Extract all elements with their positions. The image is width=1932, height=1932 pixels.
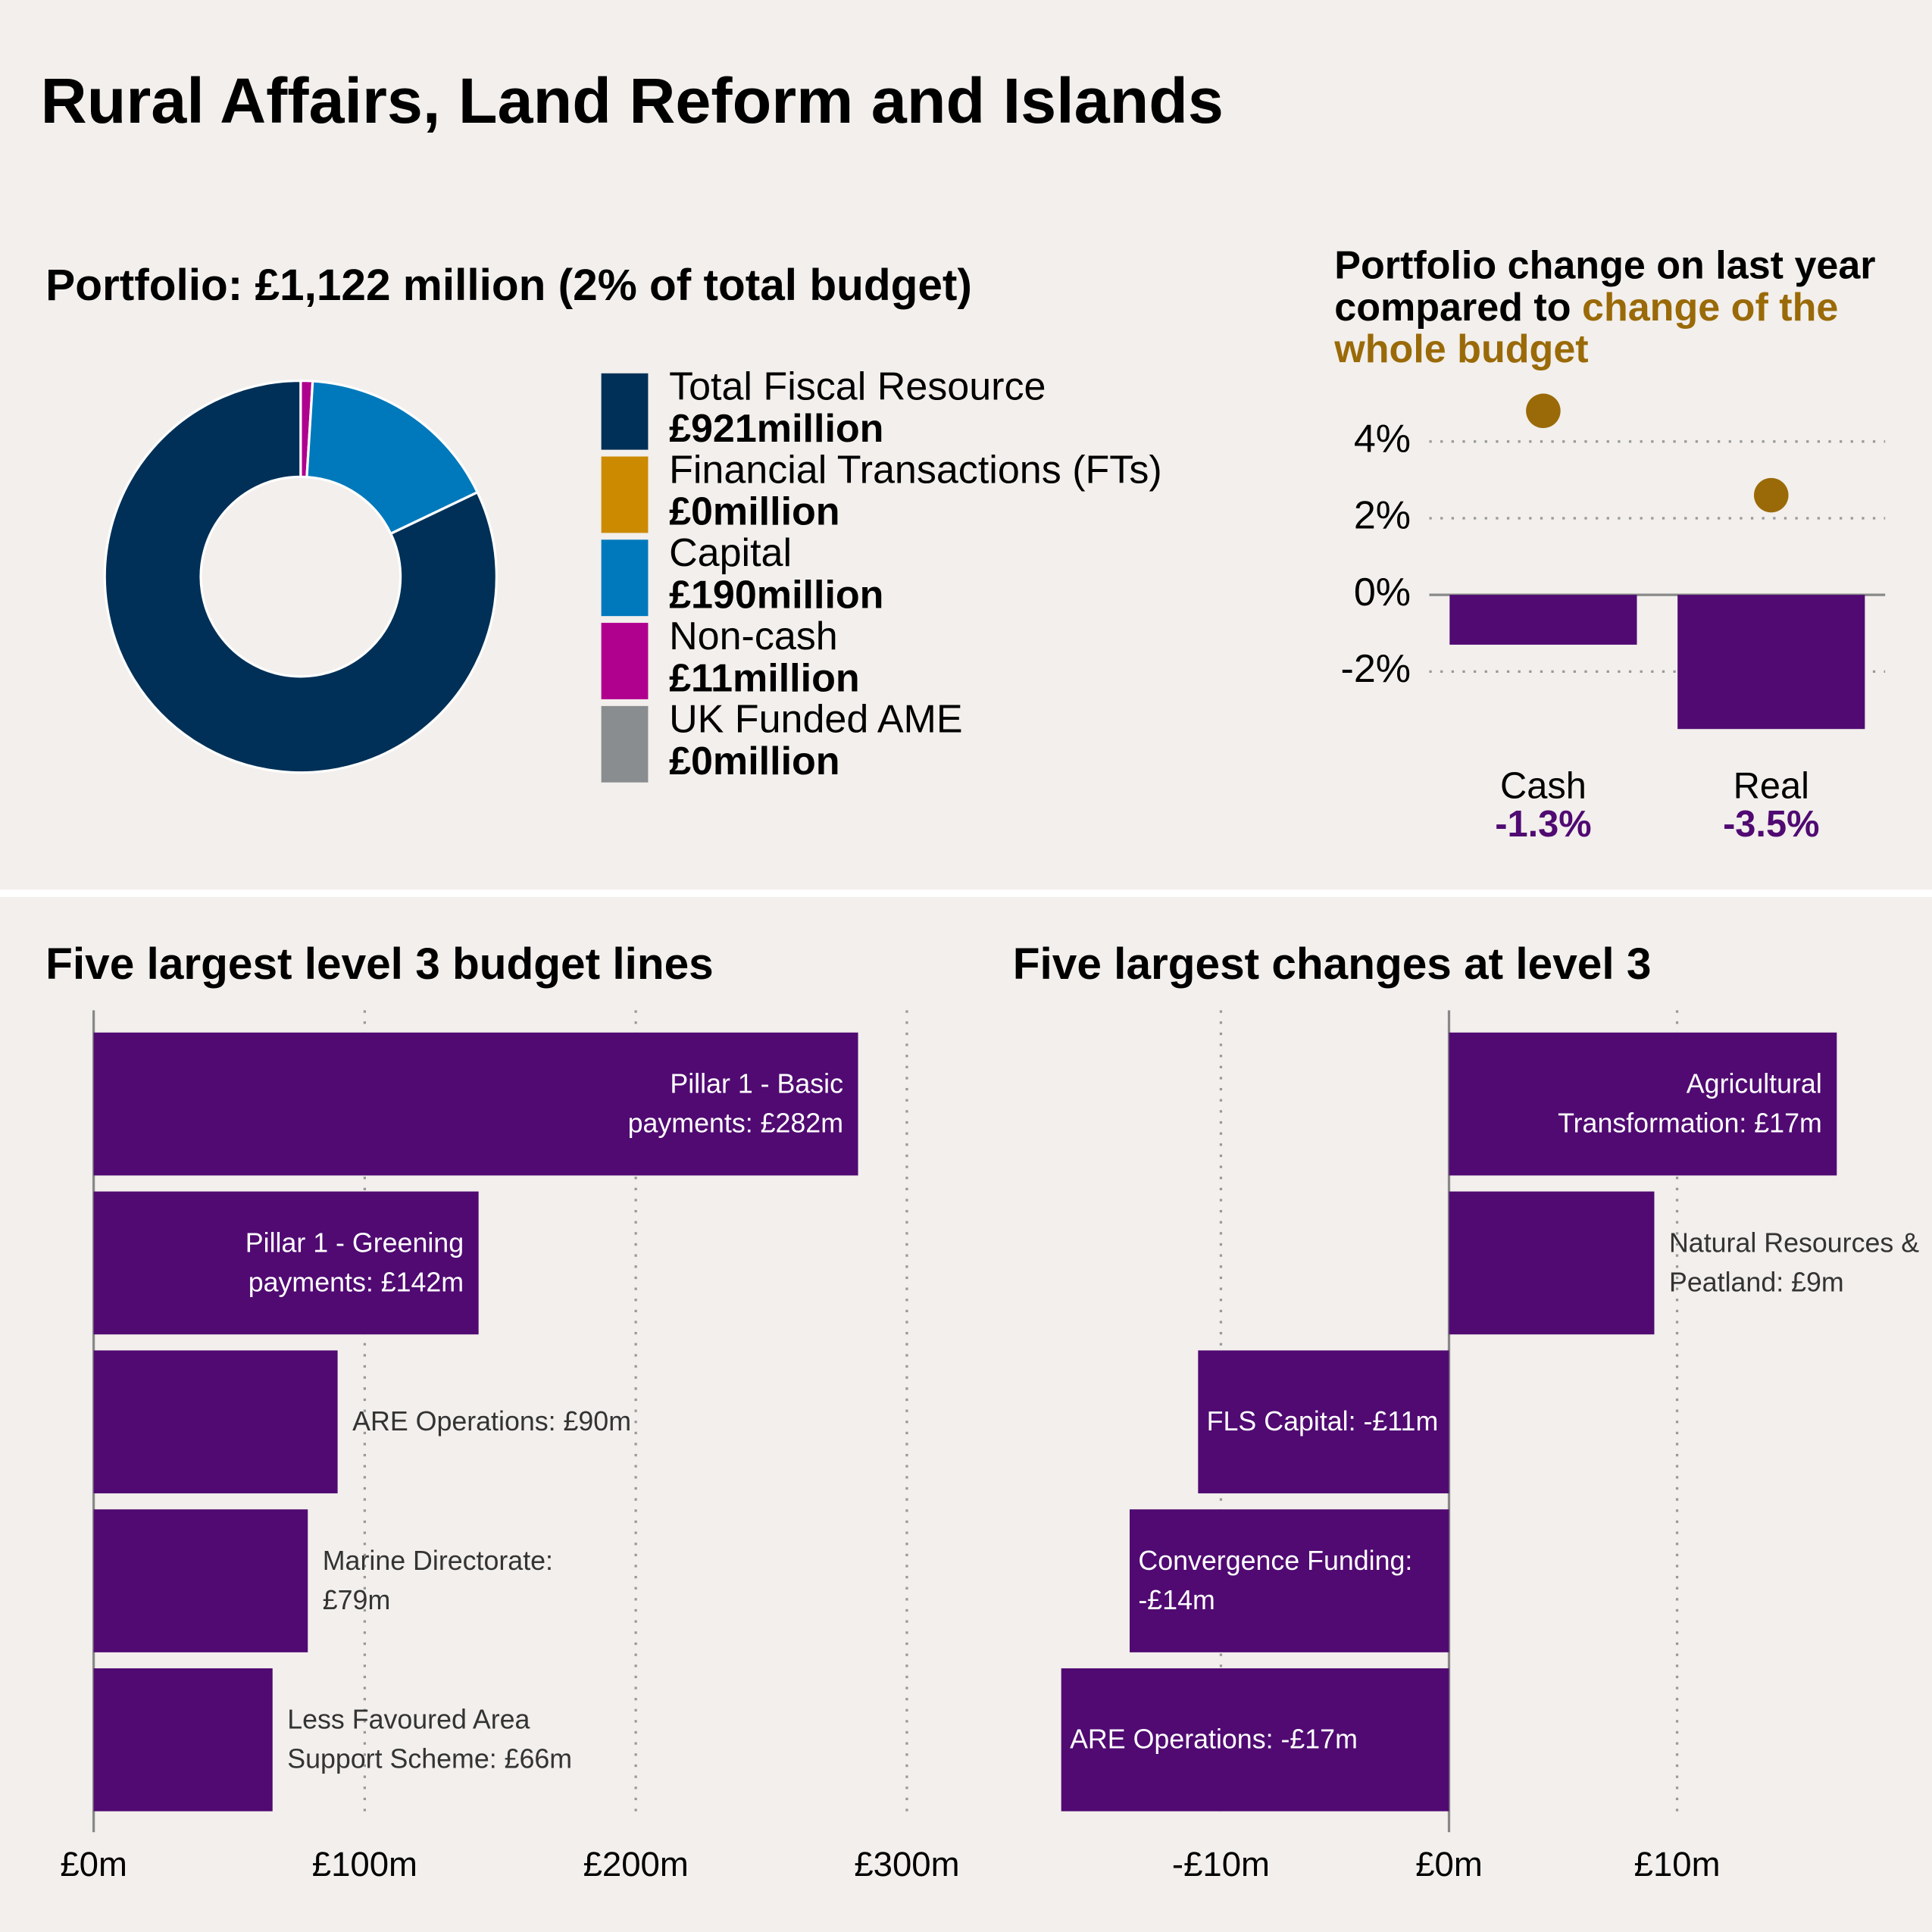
dot (1526, 393, 1561, 429)
bar (1061, 1668, 1449, 1812)
bar-label: Pillar 1 - Basic payments: £282m (627, 1068, 844, 1139)
bar-label-box: ARE Operations: -£17m (1070, 1724, 1358, 1755)
bar-label: Agricultural Transformation: £17m (1558, 1068, 1822, 1139)
legend-swatch (601, 705, 649, 783)
bar (93, 1509, 308, 1652)
bar-label-box: FLS Capital: -£11m (1206, 1405, 1439, 1437)
legend-label: Non-cash (669, 614, 838, 658)
legend-swatch (601, 539, 649, 617)
bar (93, 1191, 479, 1335)
bar-label-box: Pillar 1 - Basic payments: £282m (627, 1068, 844, 1139)
bar-label: ARE Operations: £90m (352, 1405, 632, 1437)
bar (1449, 1032, 1837, 1176)
bar (93, 1032, 858, 1176)
bar (93, 1350, 338, 1494)
bar (93, 1668, 273, 1812)
bar-label: Convergence Funding: -£14m (1138, 1545, 1413, 1616)
y-tick-label: 2% (1354, 494, 1411, 538)
bar-label-box: Pillar 1 - Greening payments: £142m (245, 1227, 464, 1298)
x-tick-label: £10m (1634, 1845, 1721, 1884)
bar-label-box: Agricultural Transformation: £17m (1558, 1068, 1822, 1139)
x-tick-label: Cash (1500, 766, 1587, 807)
bar-label: ARE Operations: -£17m (1070, 1724, 1358, 1755)
donut-slice (305, 380, 480, 536)
legend-swatch (601, 373, 649, 450)
legend-value: £11million (669, 656, 860, 700)
legend-value: £190million (669, 573, 883, 617)
value-label: -1.3% (1495, 804, 1591, 845)
legend-swatch (601, 623, 649, 699)
chart-title: Five largest changes at level 3 (1013, 939, 1652, 989)
legend-value: £921million (669, 407, 883, 451)
legend-swatch (601, 456, 649, 533)
legend-label: Total Fiscal Resource (669, 365, 1046, 409)
bar-label-box: Natural Resources & Peatland: £9m (1668, 1227, 1920, 1298)
y-tick-label: 0% (1354, 571, 1411, 614)
bar-label-box: Less Favoured Area Support Scheme: £66m (287, 1704, 573, 1774)
separator (0, 889, 1932, 897)
y-tick-label: 4% (1354, 417, 1411, 461)
bar (1677, 595, 1865, 730)
x-tick-label: £100m (312, 1845, 417, 1884)
x-tick-label: £200m (583, 1845, 689, 1884)
dot (1754, 477, 1789, 513)
bar-label-box: Marine Directorate: £79m (322, 1545, 553, 1616)
legend-label: Financial Transactions (FTs) (669, 448, 1162, 492)
bar-label-box: Convergence Funding: -£14m (1138, 1545, 1413, 1616)
bar (1198, 1350, 1449, 1494)
title-text: Portfolio change on last year compared t… (1334, 244, 1876, 330)
y-tick-label: -2% (1341, 647, 1411, 691)
donut-slice (103, 379, 498, 774)
bar-label: Natural Resources & Peatland: £9m (1668, 1227, 1920, 1298)
legend-value: £0million (669, 739, 840, 783)
bar-label: FLS Capital: -£11m (1206, 1405, 1439, 1437)
legend-label: Capital (669, 531, 792, 575)
chart-title-box: Portfolio change on last year compared t… (1334, 244, 1901, 370)
legend-label: UK Funded AME (669, 698, 963, 742)
x-tick-label: £0m (60, 1845, 127, 1884)
value-label: -3.5% (1723, 804, 1819, 845)
x-tick-label: £300m (854, 1845, 959, 1884)
bar-label: Marine Directorate: £79m (322, 1545, 553, 1616)
chart-title: Five largest level 3 budget lines (45, 939, 714, 989)
bar (1449, 595, 1637, 645)
page-title: Rural Affairs, Land Reform and Islands (41, 64, 1224, 136)
bar-label-box: ARE Operations: £90m (352, 1405, 632, 1437)
chart-title: Portfolio change on last year compared t… (1334, 244, 1901, 370)
x-tick-label: Real (1733, 766, 1809, 807)
x-tick-label: £0m (1415, 1845, 1483, 1884)
bar-label: Less Favoured Area Support Scheme: £66m (287, 1704, 573, 1774)
bar-label: Pillar 1 - Greening payments: £142m (245, 1227, 464, 1298)
bar (1130, 1509, 1449, 1652)
title-highlight: change of the whole budget (1334, 284, 1839, 371)
chart-title: Portfolio: £1,122 million (2% of total b… (45, 261, 972, 310)
x-tick-label: -£10m (1172, 1845, 1270, 1884)
legend-value: £0million (669, 490, 840, 534)
bar (1449, 1191, 1655, 1335)
